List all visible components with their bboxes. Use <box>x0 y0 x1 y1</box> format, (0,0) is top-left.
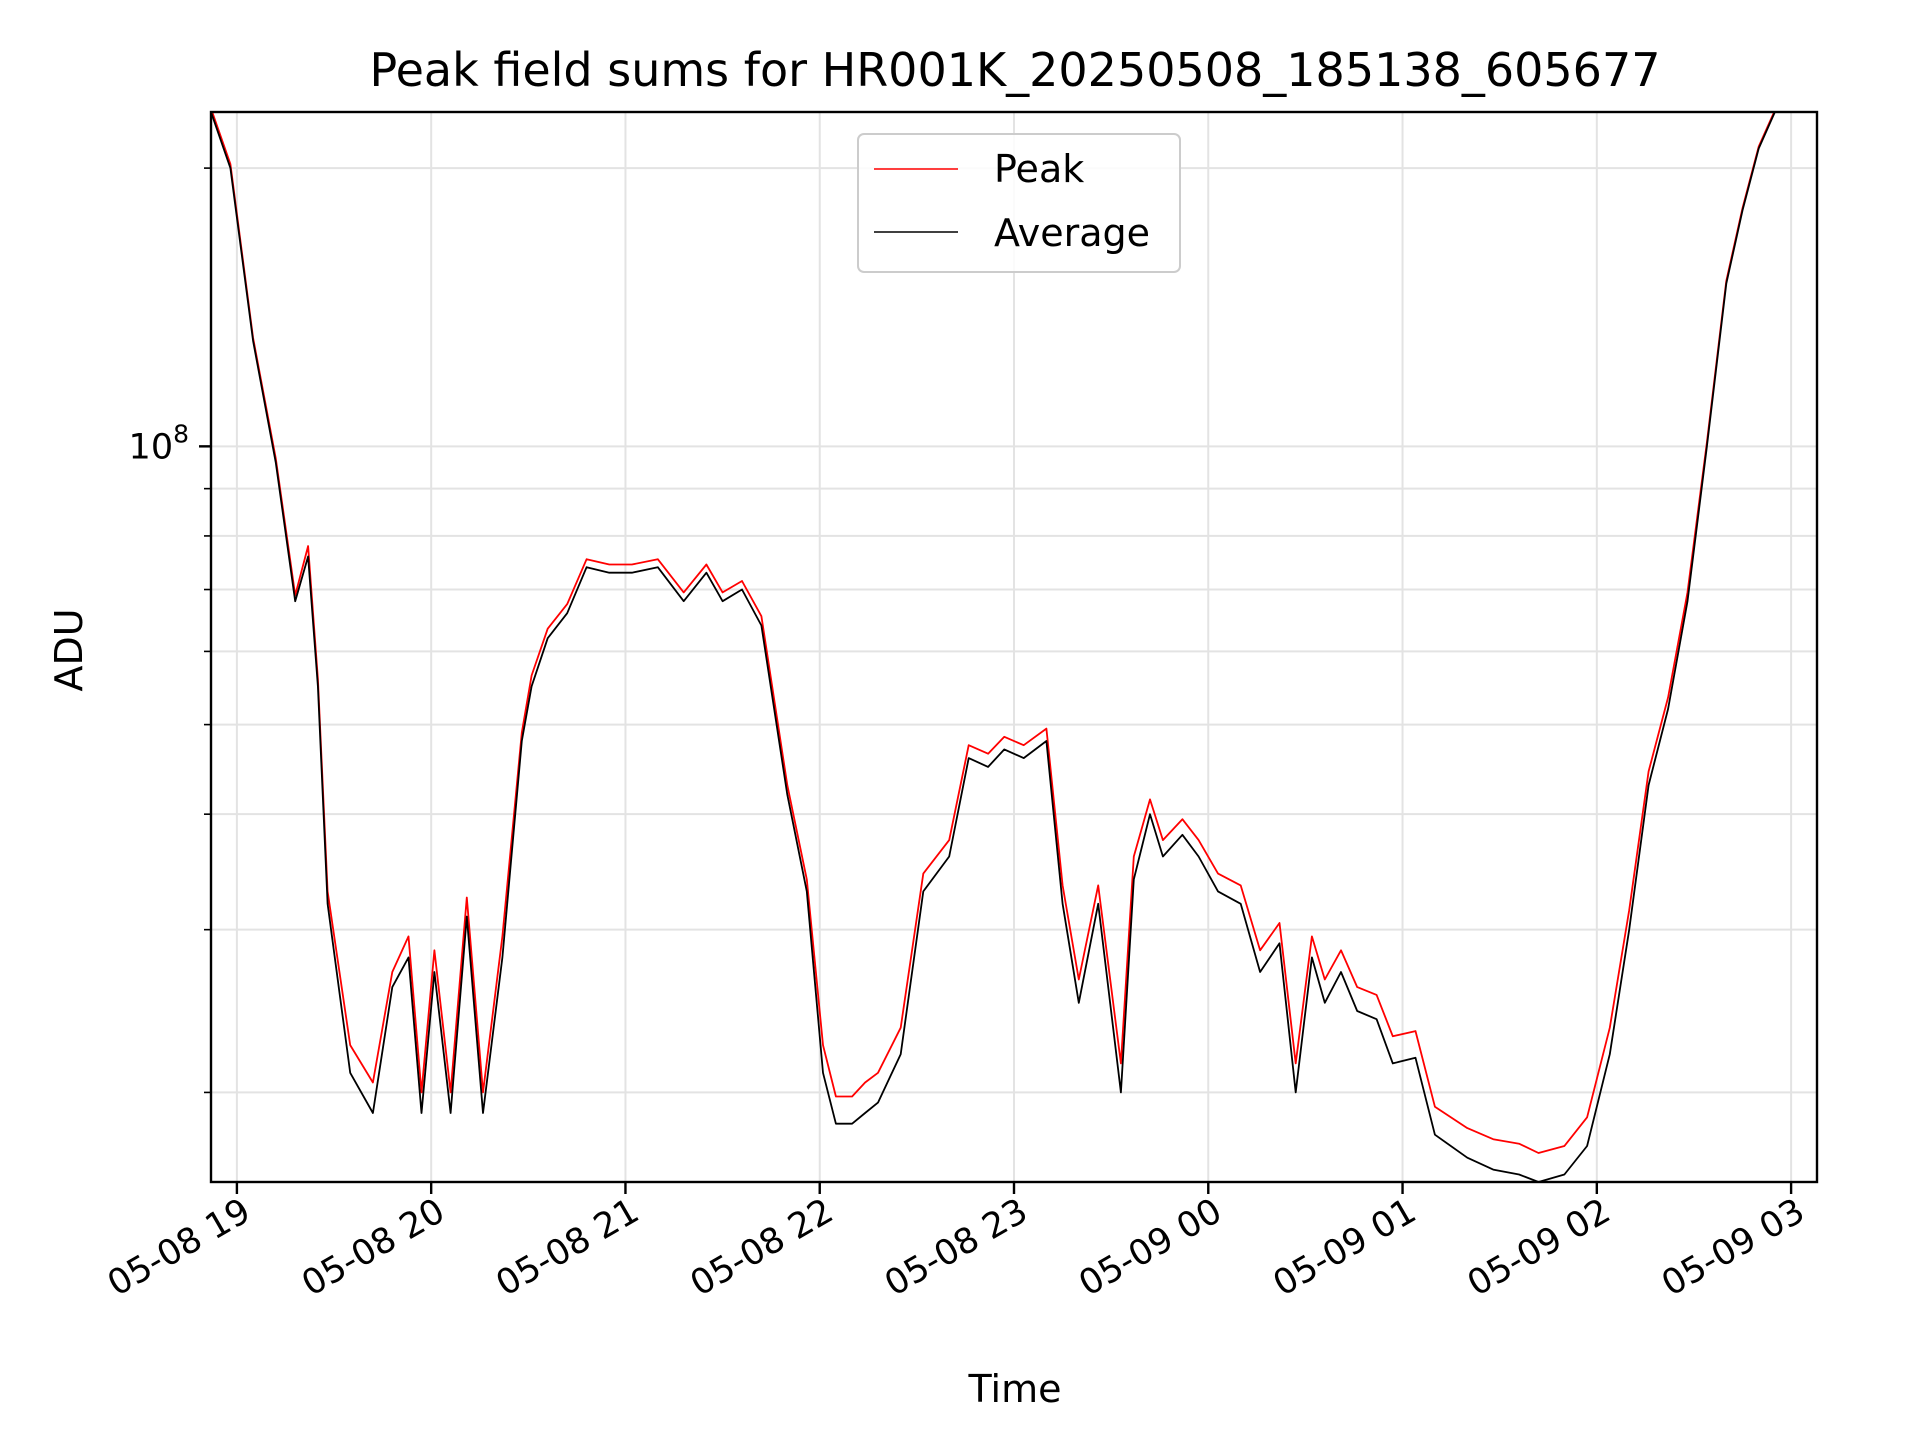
y-tick-label-exponent: 8 <box>173 419 189 448</box>
series-layer <box>211 112 1777 1182</box>
grid <box>211 112 1817 1182</box>
series-line-peak <box>211 112 1776 1154</box>
y-axis-label: ADU <box>47 608 91 691</box>
chart-title: Peak field sums for HR001K_20250508_1851… <box>370 43 1661 97</box>
y-tick-label-base: 10 <box>129 427 174 467</box>
legend-label-peak: Peak <box>994 147 1084 191</box>
x-axis-label: Time <box>968 1367 1062 1411</box>
legend: Peak Average <box>857 133 1181 273</box>
legend-label-average: Average <box>994 211 1150 255</box>
series-line-average <box>211 112 1777 1182</box>
y-tick-label: 108 <box>129 419 189 467</box>
